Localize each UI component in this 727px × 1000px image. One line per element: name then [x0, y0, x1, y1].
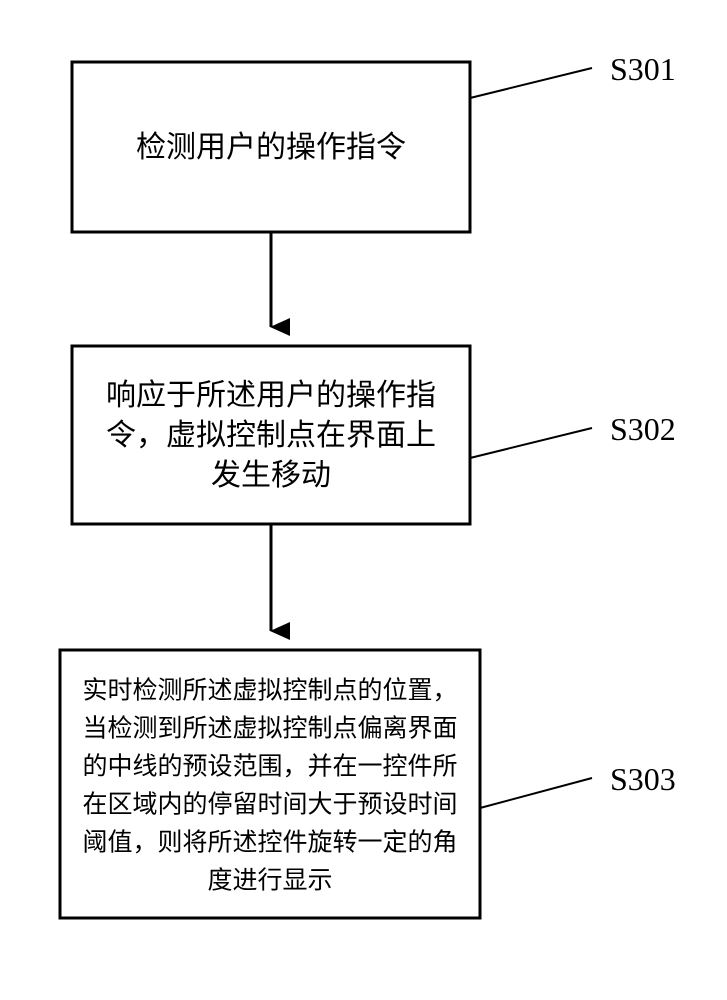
step-text-line: 发生移动 [211, 459, 331, 492]
leader-line [470, 68, 592, 98]
step-label: S302 [610, 411, 676, 447]
leader-line [470, 428, 592, 458]
step-text-line: 实时检测所述虚拟控制点的位置， [82, 677, 457, 705]
step-text-line: 度进行显示 [207, 867, 332, 895]
flow-step-s301: 检测用户的操作指令 S301 [72, 51, 676, 232]
flowchart-canvas: 检测用户的操作指令 S301 响应于所述用户的操作指令，虚拟控制点在界面上发生移动 S… [0, 0, 727, 1000]
leader-line [480, 778, 592, 808]
step-text-line: 的中线的预设范围，并在一控件所 [82, 753, 457, 781]
step-text-line: 在区域内的停留时间大于预设时间 [82, 791, 457, 819]
flow-step-s303: 实时检测所述虚拟控制点的位置， 当检测到所述虚拟控制点偏离界面的中线的预设范围，并… [60, 650, 676, 918]
step-label: S301 [610, 51, 676, 87]
step-text-line: 令，虚拟控制点在界面上 [106, 419, 436, 452]
step-text-line: 阈值，则将所述控件旋转一定的角 [82, 829, 457, 857]
step-label: S303 [610, 761, 676, 797]
step-text-line: 当检测到所述虚拟控制点偏离界面 [82, 715, 457, 743]
step-text-line: 检测用户的操作指令 [136, 131, 406, 164]
flow-step-s302: 响应于所述用户的操作指令，虚拟控制点在界面上发生移动 S302 [72, 346, 676, 524]
step-text-line: 响应于所述用户的操作指 [106, 379, 436, 412]
